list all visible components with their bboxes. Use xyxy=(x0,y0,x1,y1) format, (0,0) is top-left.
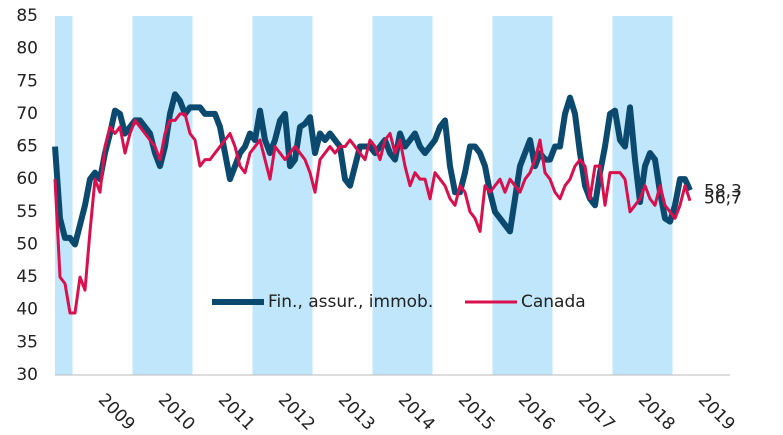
legend-label: Canada xyxy=(521,292,586,312)
x-tick-label: 2017 xyxy=(574,390,619,435)
y-tick-label: 60 xyxy=(16,169,38,189)
year-band xyxy=(55,16,73,375)
y-tick-label: 70 xyxy=(16,104,38,124)
x-tick-label: 2018 xyxy=(634,390,679,435)
x-tick-label: 2016 xyxy=(514,390,559,435)
y-tick-label: 35 xyxy=(16,332,38,352)
end-value-label: 56,7 xyxy=(704,189,742,209)
series-line xyxy=(53,112,692,315)
year-band xyxy=(492,16,553,375)
y-tick-label: 55 xyxy=(16,202,38,222)
x-tick-label: 2010 xyxy=(154,390,199,435)
x-tick-label: 2009 xyxy=(94,390,139,435)
y-tick-label: 45 xyxy=(16,267,38,287)
x-tick-label: 2015 xyxy=(454,390,499,435)
y-tick-label: 40 xyxy=(16,300,38,320)
x-tick-label: 2019 xyxy=(694,390,739,435)
year-band xyxy=(372,16,433,375)
y-tick-label: 85 xyxy=(16,6,38,26)
x-tick-label: 2014 xyxy=(394,390,439,435)
year-band xyxy=(252,16,313,375)
x-tick-label: 2013 xyxy=(334,390,379,435)
year-band xyxy=(132,16,193,375)
y-tick-label: 80 xyxy=(16,39,38,59)
x-tick-label: 2012 xyxy=(274,390,319,435)
legend-label: Fin., assur., immob. xyxy=(268,292,433,312)
y-tick-label: 75 xyxy=(16,71,38,91)
series-line xyxy=(52,91,693,248)
x-tick-label: 2011 xyxy=(214,390,259,435)
y-tick-label: 50 xyxy=(16,234,38,254)
end-value-label: 58,3 xyxy=(704,181,742,201)
y-tick-label: 30 xyxy=(16,365,38,385)
y-tick-label: 65 xyxy=(16,137,38,157)
